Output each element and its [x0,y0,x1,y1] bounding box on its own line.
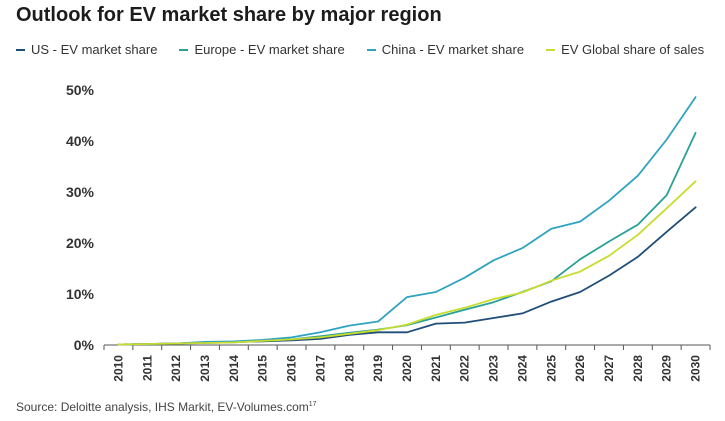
source-footnote: 17 [308,401,317,408]
legend-label: US - EV market share [31,42,158,57]
legend-item-4: EV Global share of sales [546,42,704,57]
series-line-4 [117,180,697,346]
x-tick-label: 2017 [313,355,327,382]
y-tick-label: 30% [66,184,95,200]
y-tick-label: 0% [74,337,95,353]
line-chart: 0% 10% 20% 30% 40% 50% 2010 2011 2012 2013 2014 201… [66,82,711,382]
y-tick-label: 20% [66,235,95,251]
legend-label: EV Global share of sales [561,42,705,57]
x-tick-label: 2012 [169,355,183,382]
x-tick-label: 2027 [602,355,616,382]
legend-swatch [16,48,25,51]
x-tick-label: 2023 [487,355,501,382]
x-tick-label: 2014 [227,355,241,382]
x-tick-label: 2015 [256,355,270,382]
series-line-3 [117,96,697,346]
chart-title: Outlook for EV market share by major reg… [16,4,442,26]
legend-item-1: US - EV market share [16,42,157,57]
legend-item-3: China - EV market share [366,42,525,57]
x-tick-label: 2024 [515,355,529,382]
legend-item-2: Europe - EV market share [179,42,345,57]
legend-label: China - EV market share [381,42,525,57]
x-tick-label: 2026 [573,355,587,382]
source-text: Source: Deloitte analysis, IHS Markit, E… [16,400,309,414]
x-tick-label: 2013 [198,355,212,382]
x-tick-label: 2010 [111,355,125,382]
legend-swatch [366,48,376,51]
chart-legend: US - EV market share Europe - EV market s… [16,42,721,57]
source-note: Source: Deloitte analysis, IHS Markit, E… [16,400,317,414]
legend-swatch [546,48,556,51]
x-tick-label: 2020 [400,355,414,382]
legend-swatch [179,48,189,51]
x-tick-label: 2030 [689,355,703,382]
y-tick-label: 10% [66,286,95,302]
series-line-2 [117,131,697,346]
x-tick-label: 2021 [429,355,443,382]
legend-label: Europe - EV market share [194,42,345,57]
y-tick-label: 40% [66,133,95,149]
x-tick-label: 2018 [342,355,356,382]
x-tick-label: 2025 [544,355,558,382]
y-tick-label: 50% [66,82,95,98]
x-tick-label: 2029 [660,355,674,382]
x-tick-label: 2019 [371,355,385,382]
x-tick-label: 2022 [458,355,472,382]
x-tick-label: 2011 [140,355,154,381]
x-tick-label: 2016 [285,355,299,382]
x-tick-label: 2028 [631,355,645,382]
